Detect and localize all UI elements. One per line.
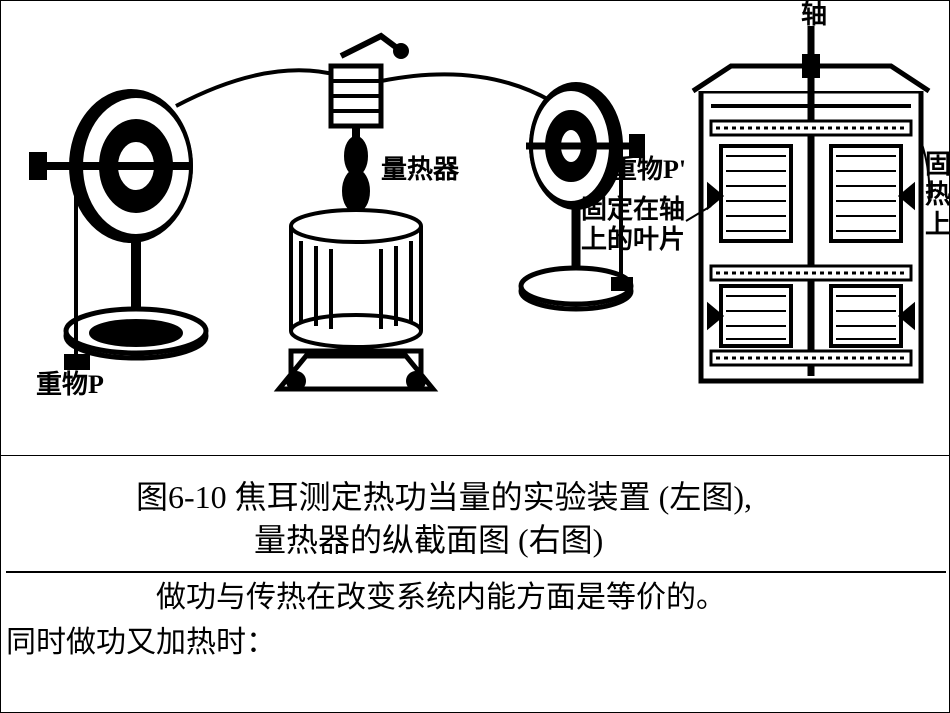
- label-axis: 轴: [801, 1, 827, 30]
- page: 轴 量热器 重物P' 重物P 固定在轴 上的叶片 固 热 上 图6-10 焦耳测…: [0, 0, 950, 713]
- label-fixed-heat-2: 热: [925, 181, 950, 210]
- figure-caption: 图6-10 焦耳测定热功当量的实验装置 (左图), 量热器的纵截面图 (右图): [136, 476, 886, 562]
- label-fixed-heat-3: 上: [925, 211, 950, 240]
- label-fixed-paddles-1: 固定在轴: [581, 196, 685, 225]
- label-fixed-heat-1: 固: [925, 151, 950, 180]
- apparatus-illustration: [21, 21, 931, 451]
- body-line-2: 同时做功又加热时：: [6, 620, 946, 665]
- label-calorimeter: 量热器: [381, 156, 459, 185]
- body-text: 做功与传热在改变系统内能方面是等价的。 同时做功又加热时：: [6, 571, 946, 665]
- caption-line-2: 量热器的纵截面图 (右图): [136, 519, 886, 562]
- caption-line-1: 图6-10 焦耳测定热功当量的实验装置 (左图),: [136, 476, 886, 519]
- body-line-1: 做功与传热在改变系统内能方面是等价的。: [6, 575, 946, 620]
- label-fixed-paddles-2: 上的叶片: [581, 226, 685, 255]
- figure-area: 轴 量热器 重物P' 重物P 固定在轴 上的叶片 固 热 上: [1, 1, 950, 456]
- label-weight-p-prime: 重物P': [611, 156, 686, 185]
- label-weight-p: 重物P: [36, 371, 104, 400]
